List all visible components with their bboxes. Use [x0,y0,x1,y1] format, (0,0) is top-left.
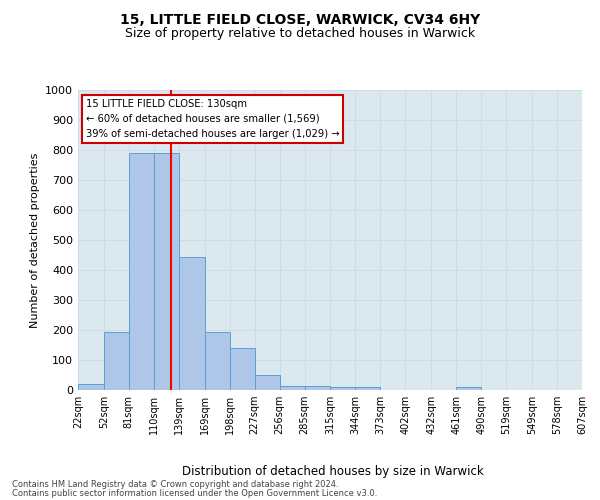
Bar [230,348,254,390]
Bar [179,256,205,390]
Bar [254,375,280,390]
Bar [154,153,179,390]
Text: Distribution of detached houses by size in Warwick: Distribution of detached houses by size … [182,464,484,477]
Text: Contains public sector information licensed under the Open Government Licence v3: Contains public sector information licen… [12,488,377,498]
Y-axis label: Number of detached properties: Number of detached properties [29,152,40,328]
Bar [104,332,129,390]
Text: Contains HM Land Registry data © Crown copyright and database right 2024.: Contains HM Land Registry data © Crown c… [12,480,338,489]
Bar [355,387,380,390]
Text: 15 LITTLE FIELD CLOSE: 130sqm
← 60% of detached houses are smaller (1,569)
39% o: 15 LITTLE FIELD CLOSE: 130sqm ← 60% of d… [86,99,339,138]
Bar [129,153,154,390]
Bar [280,386,305,390]
Text: 15, LITTLE FIELD CLOSE, WARWICK, CV34 6HY: 15, LITTLE FIELD CLOSE, WARWICK, CV34 6H… [120,12,480,26]
Bar [78,384,104,390]
Bar [205,332,230,390]
Bar [331,387,355,390]
Text: Size of property relative to detached houses in Warwick: Size of property relative to detached ho… [125,28,475,40]
Bar [456,387,481,390]
Bar [305,386,331,390]
